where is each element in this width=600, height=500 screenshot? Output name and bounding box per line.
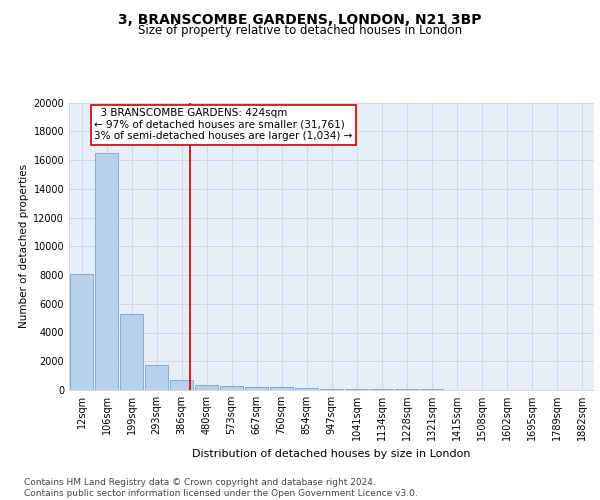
X-axis label: Distribution of detached houses by size in London: Distribution of detached houses by size … [192,448,471,458]
Bar [295,388,318,390]
Text: Contains HM Land Registry data © Crown copyright and database right 2024.
Contai: Contains HM Land Registry data © Crown c… [24,478,418,498]
Bar [270,388,293,390]
Bar [220,386,243,390]
Bar [245,386,268,390]
Bar [70,274,93,390]
Bar [370,389,393,390]
Bar [145,365,168,390]
Bar [95,153,118,390]
Text: 3, BRANSCOMBE GARDENS, LONDON, N21 3BP: 3, BRANSCOMBE GARDENS, LONDON, N21 3BP [118,12,482,26]
Bar [170,380,193,390]
Bar [120,314,143,390]
Bar [195,384,218,390]
Bar [320,388,343,390]
Text: 3 BRANSCOMBE GARDENS: 424sqm
← 97% of detached houses are smaller (31,761)
3% of: 3 BRANSCOMBE GARDENS: 424sqm ← 97% of de… [94,108,352,142]
Y-axis label: Number of detached properties: Number of detached properties [19,164,29,328]
Text: Size of property relative to detached houses in London: Size of property relative to detached ho… [138,24,462,37]
Bar [345,389,368,390]
